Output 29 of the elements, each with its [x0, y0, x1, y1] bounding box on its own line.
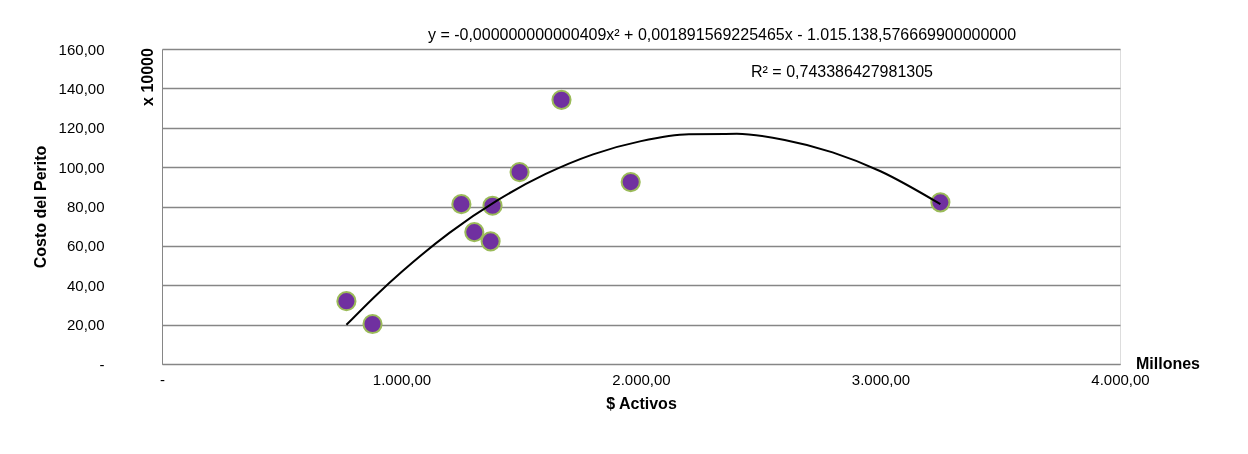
y-tick-label: 20,00: [66, 316, 105, 334]
x-tick-label: 1.000,00: [372, 370, 432, 388]
annotation: R² = 0,743386427981305: [751, 63, 934, 80]
x-tick-label: 3.000,00: [851, 370, 911, 388]
y-tick-label: 160,00: [58, 40, 105, 58]
text: y = -0,000000000000409x² + 0,001891569225465x - 1.015.138,576669900000000: [427, 26, 1017, 43]
x-tick-label: -: [160, 370, 165, 388]
y-tick-label: 40,00: [66, 276, 105, 294]
y-tick-label: 80,00: [66, 198, 105, 215]
y-tick-label: -: [99, 355, 105, 373]
point: [620, 172, 641, 193]
y-axis-title: Costo del Perito: [31, 145, 49, 269]
point: [551, 89, 572, 110]
point: [930, 192, 951, 213]
y-tick-label: 140,00: [58, 79, 105, 97]
text: Millones: [1135, 355, 1201, 372]
point: [509, 161, 530, 183]
y-tick-label: 60,00: [66, 237, 105, 255]
text: x 10000: [139, 47, 156, 106]
point: [464, 222, 485, 243]
point: [480, 231, 501, 252]
y-tick-label: 120,00: [58, 119, 105, 137]
point: [451, 194, 472, 215]
point: [362, 313, 383, 335]
x-tick-label: 2.000,00: [612, 370, 671, 388]
x-tick-label: 4.000,00: [1091, 370, 1150, 388]
y-tick-label: 100,00: [58, 158, 105, 176]
point: [336, 291, 357, 312]
x-axis-title: $ Activos: [606, 394, 677, 412]
